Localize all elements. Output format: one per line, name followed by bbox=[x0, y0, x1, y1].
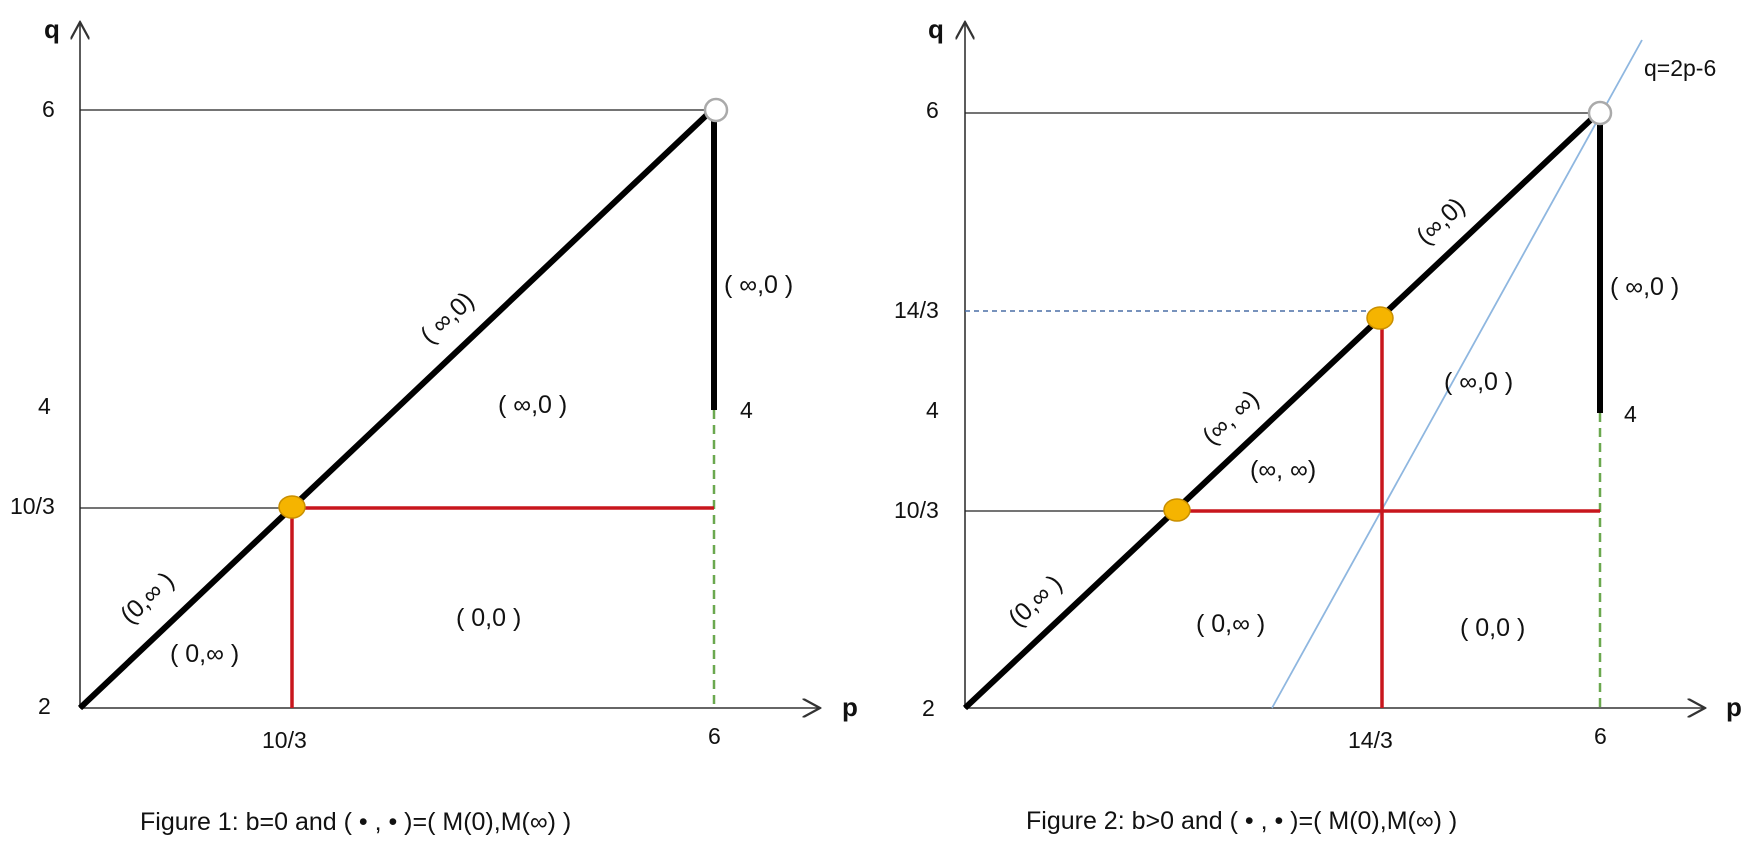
fig1-p-tick-10-3: 10/3 bbox=[262, 727, 307, 753]
fig1-region-lower-right: ( 0,0 ) bbox=[456, 604, 521, 632]
fig2-p-tick-14-3: 14/3 bbox=[1348, 727, 1393, 753]
fig2-region-mid: (∞, ∞) bbox=[1250, 456, 1316, 484]
fig1-label-4-right: 4 bbox=[740, 397, 753, 423]
fig2-q-tick-14-3: 14/3 bbox=[894, 297, 939, 323]
fig2-q-tick-10-3: 10/3 bbox=[894, 497, 939, 523]
fig2-label-4-right: 4 bbox=[1624, 401, 1637, 427]
fig2-region-lower-right: ( 0,0 ) bbox=[1460, 614, 1525, 642]
fig2-open-point bbox=[1587, 100, 1613, 126]
fig1-caption: Figure 1: b=0 and ( • , • )=( M(0),M(∞) … bbox=[140, 808, 571, 836]
fig1-region-vertical: ( ∞,0 ) bbox=[724, 271, 793, 299]
fig1-q-tick-2: 2 bbox=[38, 693, 51, 719]
fig2-axis-p-label: p bbox=[1726, 692, 1742, 722]
fig1-q-tick-4: 4 bbox=[38, 393, 51, 419]
fig2-region-diag-mid: (∞, ∞) bbox=[1197, 385, 1265, 451]
fig2-orange-point-lower bbox=[1163, 498, 1191, 522]
fig2-region-vertical: ( ∞,0 ) bbox=[1610, 273, 1679, 301]
figure-2: q p 6 14/3 4 10/3 2 14/3 6 q=2p-6 4 (∞ bbox=[894, 14, 1742, 835]
fig1-axis-q-label: q bbox=[44, 14, 60, 44]
fig2-diagonal-boundary bbox=[962, 110, 1601, 711]
fig1-q-tick-6: 6 bbox=[42, 96, 55, 122]
fig2-caption: Figure 2: b>0 and ( • , • )=( M(0),M(∞) … bbox=[1026, 807, 1457, 835]
fig1-axis-p-label: p bbox=[842, 692, 858, 722]
fig2-axis-q-label: q bbox=[928, 14, 944, 44]
fig2-q-tick-2: 2 bbox=[922, 695, 935, 721]
fig2-line-q-2p-6 bbox=[1271, 39, 1643, 709]
fig1-region-upper-mid: ( ∞,0 ) bbox=[498, 391, 567, 419]
fig1-region-lower-left: ( 0,∞ ) bbox=[170, 640, 239, 668]
fig2-q-tick-6: 6 bbox=[926, 97, 939, 123]
fig2-p-tick-6: 6 bbox=[1594, 723, 1607, 749]
fig2-orange-point-upper bbox=[1366, 306, 1394, 330]
fig1-diagonal-boundary bbox=[77, 107, 715, 711]
fig2-region-upper-right: ( ∞,0 ) bbox=[1444, 368, 1513, 396]
fig1-orange-point bbox=[278, 495, 306, 519]
fig1-q-tick-10-3: 10/3 bbox=[10, 493, 55, 519]
fig2-line-label: q=2p-6 bbox=[1644, 55, 1716, 81]
figure-1: q p 6 4 10/3 2 10/3 6 4 ( ∞,0) ( ∞,0 ) (… bbox=[10, 14, 858, 836]
fig1-p-tick-6: 6 bbox=[708, 723, 721, 749]
fig1-open-point bbox=[703, 97, 729, 123]
fig2-q-tick-4: 4 bbox=[926, 397, 939, 423]
fig2-region-lower-left: ( 0,∞ ) bbox=[1196, 610, 1265, 638]
